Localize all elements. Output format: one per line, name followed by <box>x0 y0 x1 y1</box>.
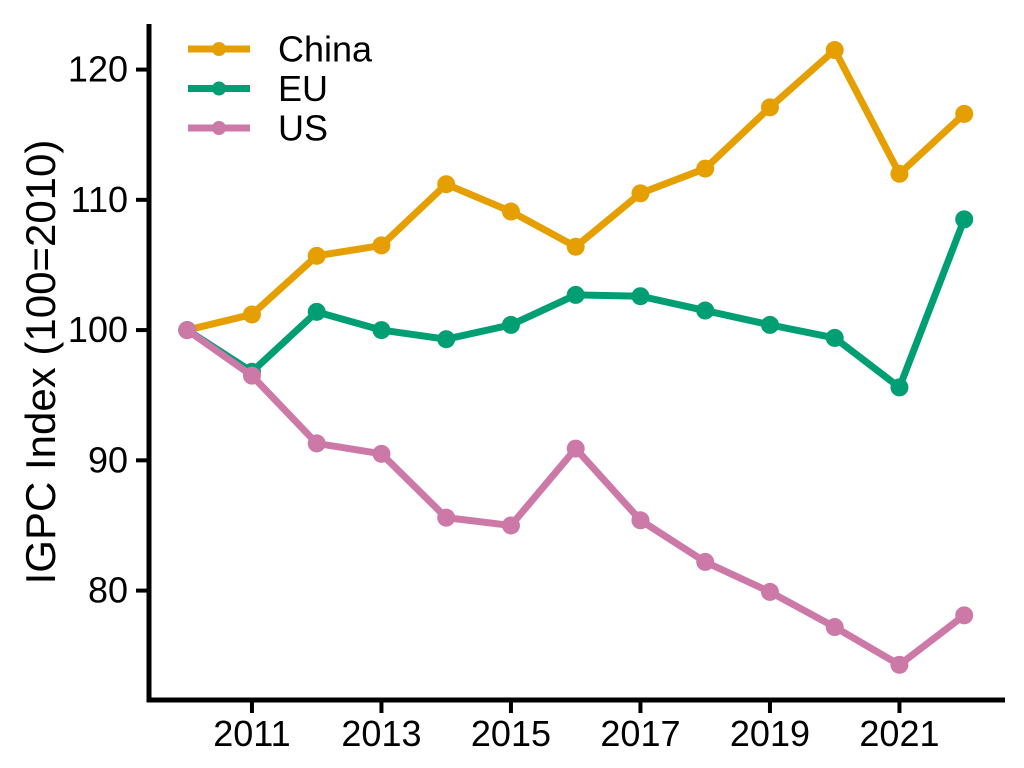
data-point-china <box>825 41 844 60</box>
legend-item-china: China <box>188 29 373 70</box>
data-point-eu <box>955 210 974 229</box>
data-point-china <box>696 159 715 178</box>
axes: 80 90 100 110 120 2011 2013 2015 2017 2019 2021 <box>68 24 1005 754</box>
data-point-us <box>825 618 844 637</box>
x-tick-label: 2015 <box>471 713 551 754</box>
x-tick-label: 2011 <box>213 713 290 754</box>
data-point-eu <box>631 287 650 306</box>
series-line-us <box>185 327 967 670</box>
y-tick-label: 110 <box>71 179 128 220</box>
y-tick-label: 90 <box>88 439 128 480</box>
data-point-eu <box>372 321 391 340</box>
legend-point-sample <box>212 81 226 96</box>
data-point-us <box>501 516 520 535</box>
data-point-us <box>566 439 585 458</box>
legend-label: China <box>278 29 373 70</box>
legend-point-sample <box>212 121 226 135</box>
data-point-china <box>307 246 326 265</box>
data-point-eu <box>825 328 844 347</box>
data-point-china <box>437 175 456 194</box>
y-axis-title: IGPC Index (100=2010) <box>17 140 64 585</box>
data-point-eu <box>760 315 779 334</box>
data-point-eu <box>437 330 456 349</box>
data-point-eu <box>566 285 585 304</box>
data-point-us <box>242 366 261 385</box>
data-point-us <box>890 655 909 674</box>
x-tick-label: 2019 <box>730 713 810 754</box>
data-point-us <box>631 511 650 530</box>
x-tick-label: 2013 <box>341 713 421 754</box>
legend-item-eu: EU <box>188 68 328 109</box>
data-point-china <box>501 202 520 221</box>
legend-label: EU <box>278 68 328 109</box>
data-point-us <box>955 606 974 625</box>
data-point-china <box>890 164 909 183</box>
legend-item-us: US <box>188 108 328 149</box>
data-point-china <box>242 305 261 324</box>
x-tick-label: 2017 <box>600 713 680 754</box>
data-point-us <box>760 582 779 601</box>
data-point-us <box>696 552 715 571</box>
data-point-eu <box>890 378 909 397</box>
legend-point-sample <box>212 42 226 56</box>
y-tick-label: 80 <box>88 570 128 611</box>
legend-label: US <box>278 108 328 149</box>
data-point-eu <box>501 315 520 334</box>
data-point-china <box>760 98 779 117</box>
y-tick-label: 100 <box>68 309 128 350</box>
data-point-china <box>631 184 650 203</box>
x-tick-label: 2021 <box>859 713 939 754</box>
data-point-china <box>955 104 974 123</box>
data-point-china <box>566 237 585 256</box>
data-point-us <box>178 321 197 340</box>
data-point-china <box>372 236 391 255</box>
data-point-eu <box>696 301 715 320</box>
data-point-eu <box>307 302 326 321</box>
series-lines <box>178 41 974 674</box>
y-tick-label: 120 <box>68 49 128 90</box>
data-point-us <box>372 444 391 463</box>
data-point-us <box>437 508 456 527</box>
data-point-us <box>307 434 326 453</box>
